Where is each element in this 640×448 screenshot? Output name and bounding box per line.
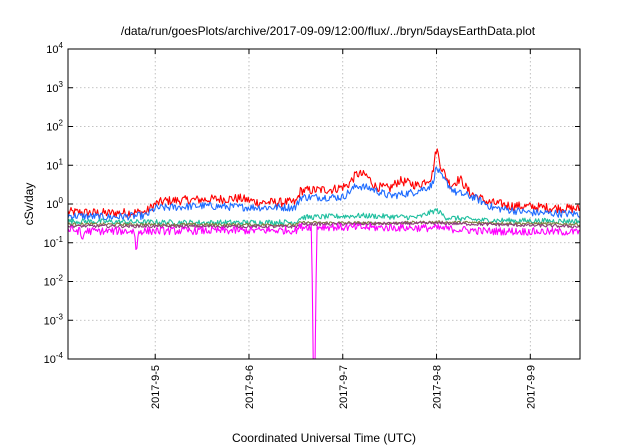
- y-tick-exponent: 1: [59, 157, 64, 166]
- y-tick-exponent: 2: [59, 119, 64, 128]
- y-tick-base: 10: [44, 238, 56, 250]
- y-tick-exponent: 0: [59, 196, 64, 205]
- y-tick-exponent: -3: [56, 312, 64, 321]
- series-line-1: [67, 148, 581, 218]
- x-tick-label: 2017-9-9: [525, 365, 537, 409]
- y-tick-label: 10-1: [44, 235, 64, 250]
- y-tick-base: 10: [46, 199, 58, 211]
- x-axis: 2017-9-5 2017-9-6 2017-9-7 2017-9-8 2017-9-9: [150, 49, 537, 409]
- y-tick-exponent: -2: [56, 274, 64, 283]
- y-tick-label: 103: [46, 80, 63, 95]
- y-tick-label: 104: [46, 41, 63, 56]
- y-tick-exponent: -1: [56, 235, 64, 244]
- y-tick-label: 10-2: [44, 274, 64, 289]
- y-tick-exponent: 4: [59, 41, 64, 50]
- y-tick-base: 10: [44, 354, 56, 366]
- y-axis-label: cSv/day: [22, 183, 36, 226]
- y-tick-base: 10: [46, 44, 58, 56]
- y-tick-label: 101: [46, 157, 63, 172]
- y-tick-exponent: -4: [56, 351, 64, 360]
- y-tick-base: 10: [44, 315, 56, 327]
- series-line-5: [67, 221, 581, 229]
- series-line-6: [67, 222, 580, 360]
- x-tick-label: 2017-9-8: [432, 365, 444, 409]
- y-tick-label: 10-3: [44, 312, 64, 327]
- chart-title: /data/run/goesPlots/archive/2017-09-09/1…: [121, 24, 536, 38]
- x-tick-label: 2017-9-6: [244, 365, 256, 409]
- x-axis-label: Coordinated Universal Time (UTC): [232, 431, 416, 445]
- y-tick-exponent: 3: [59, 80, 64, 89]
- series-group: [67, 148, 581, 360]
- series-line-3: [67, 208, 581, 226]
- y-tick-base: 10: [46, 122, 58, 134]
- y-tick-base: 10: [46, 83, 58, 95]
- series-line-4: [67, 220, 581, 227]
- y-tick-label: 102: [46, 119, 63, 134]
- series-line-2: [67, 166, 581, 222]
- y-tick-base: 10: [46, 160, 58, 172]
- y-tick-label: 10-4: [44, 351, 64, 366]
- y-tick-label: 100: [46, 196, 63, 211]
- y-tick-base: 10: [44, 277, 56, 289]
- x-tick-label: 2017-9-7: [338, 365, 350, 409]
- x-tick-label: 2017-9-5: [150, 365, 162, 409]
